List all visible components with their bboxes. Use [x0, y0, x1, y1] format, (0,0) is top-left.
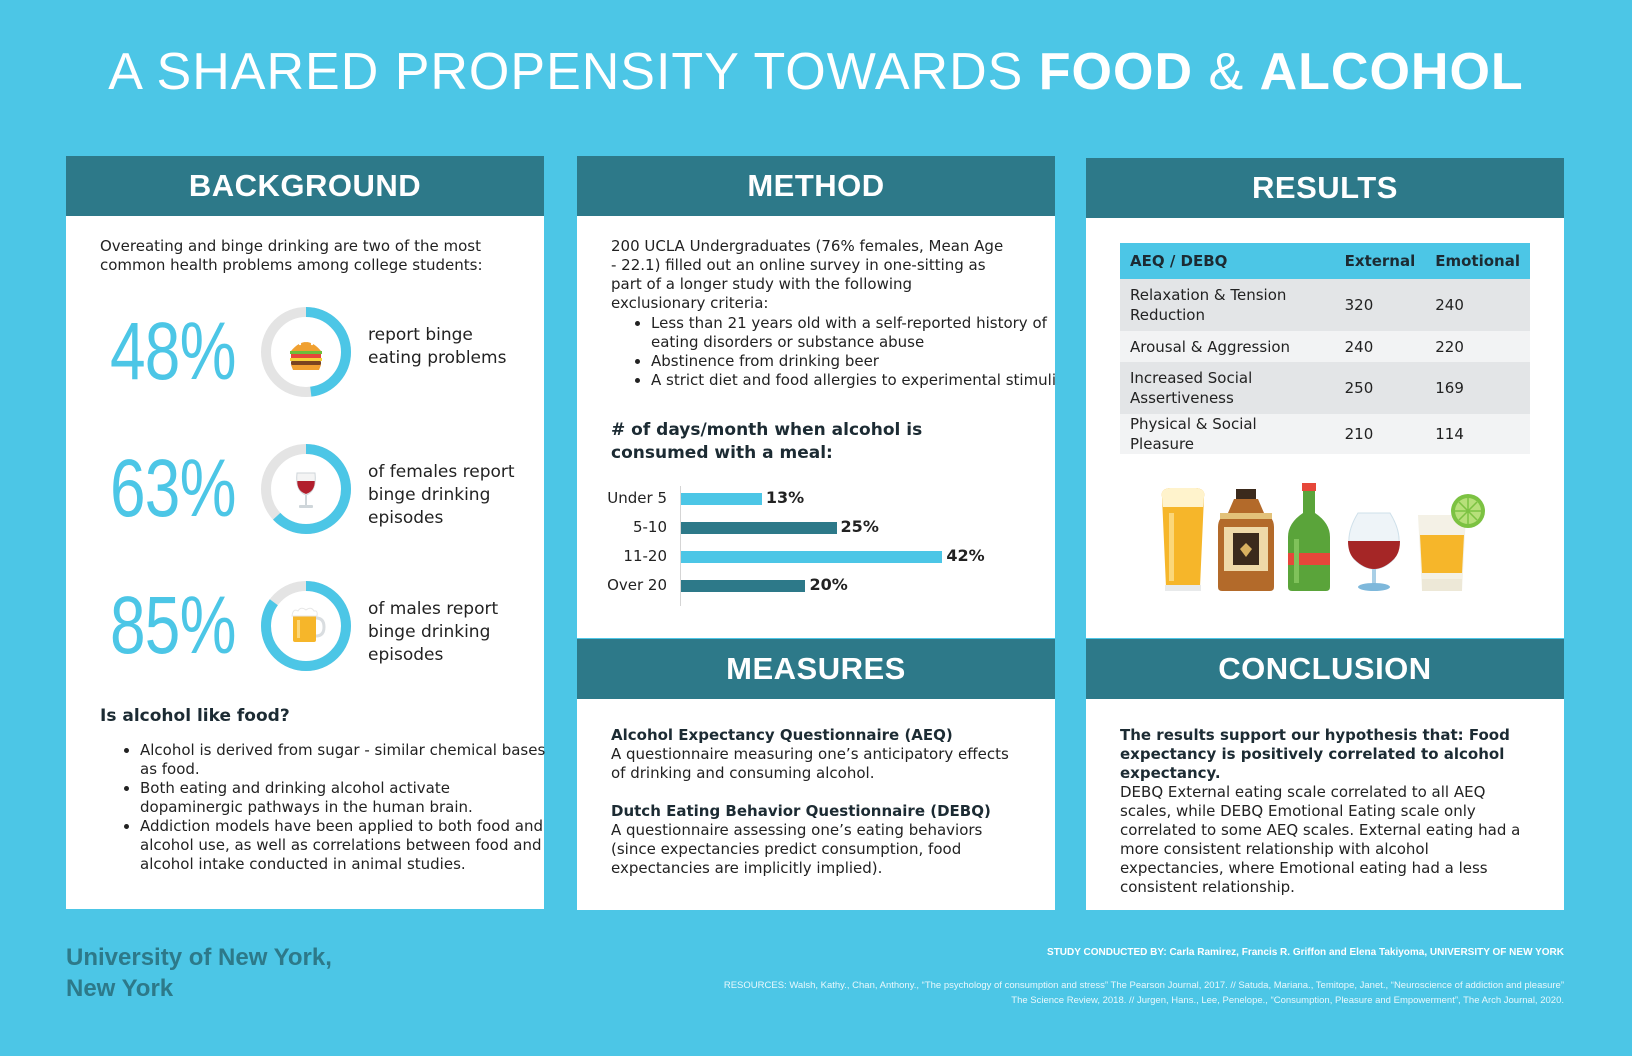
credit-names: Carla Ramirez, Francis R. Griffon and El… [1169, 947, 1564, 958]
resources-line: The Science Review, 2018. // Jurgen, Han… [1011, 995, 1564, 1006]
bar [681, 551, 943, 563]
table-cell: 240 [1334, 331, 1426, 362]
cocktail-lime-icon [1418, 494, 1485, 591]
stat-description: report binge eating problems [368, 325, 507, 368]
stat-value: 48% [110, 306, 236, 397]
resources-line: RESOURCES: Walsh, Kathy., Chan, Anthony.… [723, 980, 1564, 991]
chart-title: # of days/month when alcohol is consumed… [611, 420, 923, 463]
table-row: Relaxation & Tension Reduction 320 240 [1120, 279, 1530, 331]
stat-male-binge: 85% of males report binge drinking episo… [66, 576, 544, 676]
table-cell: Increased Social Assertiveness [1120, 362, 1335, 414]
measure-text: A questionnaire measuring one’s anticipa… [611, 745, 1009, 782]
progress-ring [261, 581, 351, 671]
background-panel: BACKGROUND Overeating and binge drinking… [66, 156, 545, 909]
study-credit: STUDY CONDUCTED BY: Carla Ramirez, Franc… [1047, 947, 1564, 958]
title-amp: & [1208, 43, 1245, 101]
table-cell: Physical & Social Pleasure [1120, 414, 1335, 454]
table-cell: Arousal & Aggression [1120, 331, 1335, 362]
list-item: Addiction models have been applied to bo… [140, 817, 548, 874]
measure-title: Alcohol Expectancy Questionnaire (AEQ) [611, 726, 953, 744]
background-intro: Overeating and binge drinking are two of… [100, 237, 483, 274]
bar-category-label: 11-20 [623, 547, 667, 565]
progress-ring [261, 307, 351, 397]
stat-description: of females report binge drinking episode… [368, 462, 515, 528]
table-cell: 210 [1334, 414, 1426, 454]
list-item: Less than 21 years old with a self-repor… [651, 314, 1061, 352]
chart-axis [680, 486, 681, 606]
method-heading: METHOD [577, 156, 1055, 216]
table-row: Arousal & Aggression 240 220 [1120, 331, 1530, 362]
list-item: Abstinence from drinking beer [651, 352, 1061, 371]
bar [681, 493, 762, 505]
list-item: Alcohol is derived from sugar - similar … [140, 741, 548, 779]
results-panel: RESULTS AEQ / DEBQ External Emotional Re… [1086, 158, 1564, 638]
burger-icon [290, 339, 322, 370]
stat-description: of males report binge drinking episodes [368, 599, 499, 665]
title-alcohol: ALCOHOL [1259, 43, 1524, 101]
days-per-month-chart: Under 5 13% 5-10 25% 11-20 42% Over 20 20% [577, 486, 1055, 616]
conclusion-bold-text: The results support our hypothesis that:… [1120, 726, 1510, 782]
column-header: External [1334, 243, 1426, 279]
table-row: Increased Social Assertiveness 250 169 [1120, 362, 1530, 414]
list-item: A strict diet and food allergies to expe… [651, 371, 1061, 390]
bar-category-label: Over 20 [607, 576, 667, 594]
resources: RESOURCES: Walsh, Kathy., Chan, Anthony.… [634, 978, 1564, 1008]
method-intro: 200 UCLA Undergraduates (76% females, Me… [611, 237, 1004, 312]
beer-glass-icon [1161, 488, 1205, 591]
method-panel: METHOD 200 UCLA Undergraduates (76% fema… [577, 156, 1056, 638]
background-bullets: Alcohol is derived from sugar - similar … [100, 741, 548, 874]
results-table: AEQ / DEBQ External Emotional Relaxation… [1120, 243, 1530, 454]
measures-item-debq: Dutch Eating Behavior Questionnaire (DEB… [611, 802, 1021, 878]
table-cell: 169 [1425, 362, 1530, 414]
measures-panel: MEASURES Alcohol Expectancy Questionnair… [577, 639, 1055, 910]
conclusion-panel: CONCLUSION The results support our hypot… [1086, 639, 1564, 910]
whiskey-bottle-icon [1218, 489, 1274, 591]
poster-title: A SHARED PROPENSITY TOWARDS FOOD & ALCOH… [0, 42, 1632, 102]
bar-value-label: 20% [809, 575, 848, 594]
table-cell: 250 [1334, 362, 1426, 414]
credit-label: STUDY CONDUCTED BY: [1047, 947, 1167, 958]
column-header: AEQ / DEBQ [1120, 243, 1335, 279]
bar-category-label: Under 5 [607, 489, 667, 507]
background-heading: BACKGROUND [66, 156, 544, 216]
title-food: FOOD [1038, 43, 1194, 101]
drinks-illustration [1161, 483, 1485, 591]
table-cell: 240 [1425, 279, 1530, 331]
beer-mug-icon [291, 607, 326, 642]
stat-binge-eating: 48% report binge eating problems [66, 302, 544, 402]
table-row: Physical & Social Pleasure 210 114 [1120, 414, 1530, 454]
column-header: Emotional [1425, 243, 1530, 279]
measure-text: A questionnaire assessing one’s eating b… [611, 821, 983, 877]
table-cell: Relaxation & Tension Reduction [1120, 279, 1335, 331]
title-prefix: A SHARED PROPENSITY TOWARDS [108, 43, 1024, 101]
measures-item-aeq: Alcohol Expectancy Questionnaire (AEQ) A… [611, 726, 1021, 783]
table-cell: 114 [1425, 414, 1530, 454]
bar [681, 580, 806, 592]
progress-ring [261, 444, 351, 534]
table-cell: 220 [1425, 331, 1530, 362]
table-header-row: AEQ / DEBQ External Emotional [1120, 243, 1530, 279]
bar-value-label: 42% [946, 546, 985, 565]
stat-female-binge: 63% of females report binge drinking epi… [66, 439, 544, 539]
table-cell: 320 [1334, 279, 1426, 331]
method-bullets: Less than 21 years old with a self-repor… [611, 314, 1061, 390]
stat-value: 63% [110, 443, 236, 534]
green-bottle-icon [1288, 483, 1330, 591]
university-name: University of New York, New York [66, 944, 332, 1002]
bar-value-label: 13% [765, 488, 805, 507]
stat-value: 85% [110, 580, 236, 671]
list-item: Both eating and drinking alcohol activat… [140, 779, 548, 817]
brandy-glass-icon [1348, 512, 1400, 591]
conclusion-heading: CONCLUSION [1086, 639, 1564, 699]
measure-title: Dutch Eating Behavior Questionnaire (DEB… [611, 802, 991, 820]
results-heading: RESULTS [1086, 158, 1564, 218]
bar-category-label: 5-10 [632, 518, 667, 536]
background-question: Is alcohol like food? [100, 706, 290, 726]
bar-value-label: 25% [840, 517, 879, 536]
measures-heading: MEASURES [577, 639, 1055, 699]
conclusion-text: DEBQ External eating scale correlated to… [1120, 783, 1521, 896]
wine-glass-icon [296, 472, 316, 508]
bar [681, 522, 837, 534]
